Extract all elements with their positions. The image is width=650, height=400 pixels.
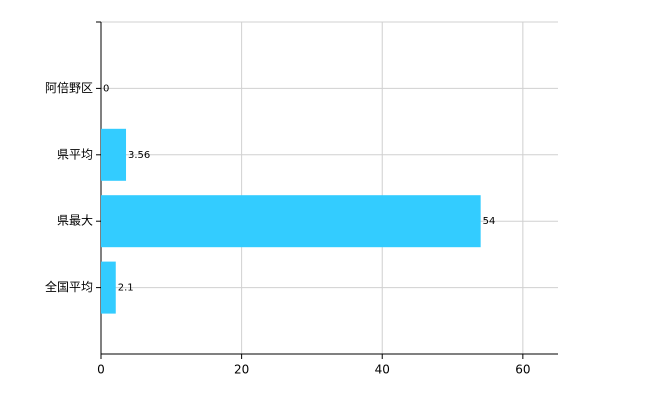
x-tick-label: 0 [97, 363, 105, 377]
x-tick-label: 60 [515, 363, 530, 377]
x-tick-label: 40 [375, 363, 390, 377]
x-tick-label: 20 [234, 363, 249, 377]
value-label: 3.56 [128, 150, 150, 161]
y-tick-label: 県最大 [57, 214, 93, 228]
y-tick-label: 全国平均 [45, 279, 93, 294]
value-label: 0 [103, 83, 109, 94]
bar [101, 261, 116, 314]
bar [101, 195, 481, 248]
y-tick-label: 阿倍野区 [45, 80, 93, 95]
bar [101, 128, 127, 181]
y-tick-label: 県平均 [57, 147, 93, 161]
value-label: 54 [483, 216, 496, 227]
value-label: 2.1 [118, 283, 134, 294]
